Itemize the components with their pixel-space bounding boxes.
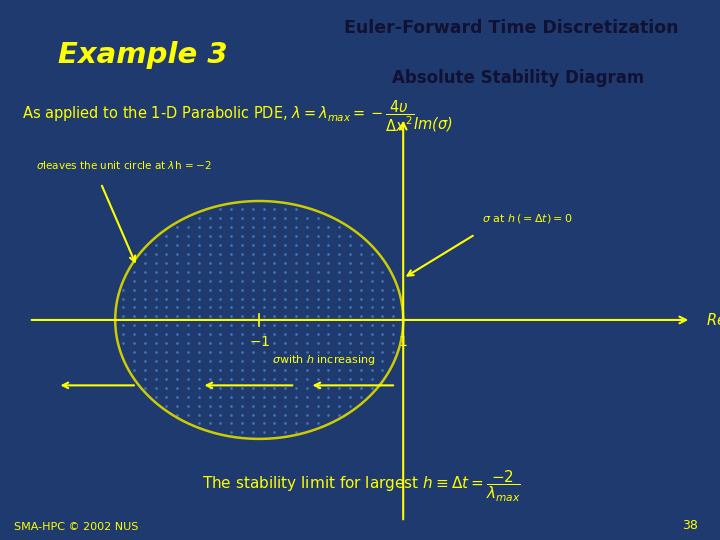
- Circle shape: [115, 201, 403, 439]
- Text: Re($\sigma$): Re($\sigma$): [706, 311, 720, 329]
- Text: $-1$: $-1$: [248, 335, 270, 349]
- Text: SMA-HPC © 2002 NUS: SMA-HPC © 2002 NUS: [14, 522, 139, 532]
- Text: $\sigma$ at $h\,(=\Delta t)=0$: $\sigma$ at $h\,(=\Delta t)=0$: [482, 212, 573, 225]
- Text: Im($\sigma$): Im($\sigma$): [413, 116, 453, 133]
- Text: Example 3: Example 3: [58, 41, 228, 69]
- Text: Absolute Stability Diagram: Absolute Stability Diagram: [392, 69, 644, 87]
- Text: $\sigma$with $h$ increasing: $\sigma$with $h$ increasing: [272, 353, 376, 367]
- Text: 38: 38: [683, 519, 698, 532]
- Text: The stability limit for largest $h \equiv \Delta t = \dfrac{-2}{\lambda_{max}}$: The stability limit for largest $h \equi…: [202, 468, 521, 504]
- Text: $1$: $1$: [398, 335, 408, 349]
- Text: As applied to the 1-D Parabolic PDE, $\lambda = \lambda_{max} = -\dfrac{4\upsilo: As applied to the 1-D Parabolic PDE, $\l…: [22, 98, 413, 134]
- Text: $\sigma$leaves the unit circle at $\lambda$h = $-$2: $\sigma$leaves the unit circle at $\lamb…: [36, 159, 212, 171]
- Text: Euler-Forward Time Discretization: Euler-Forward Time Discretization: [344, 19, 678, 37]
